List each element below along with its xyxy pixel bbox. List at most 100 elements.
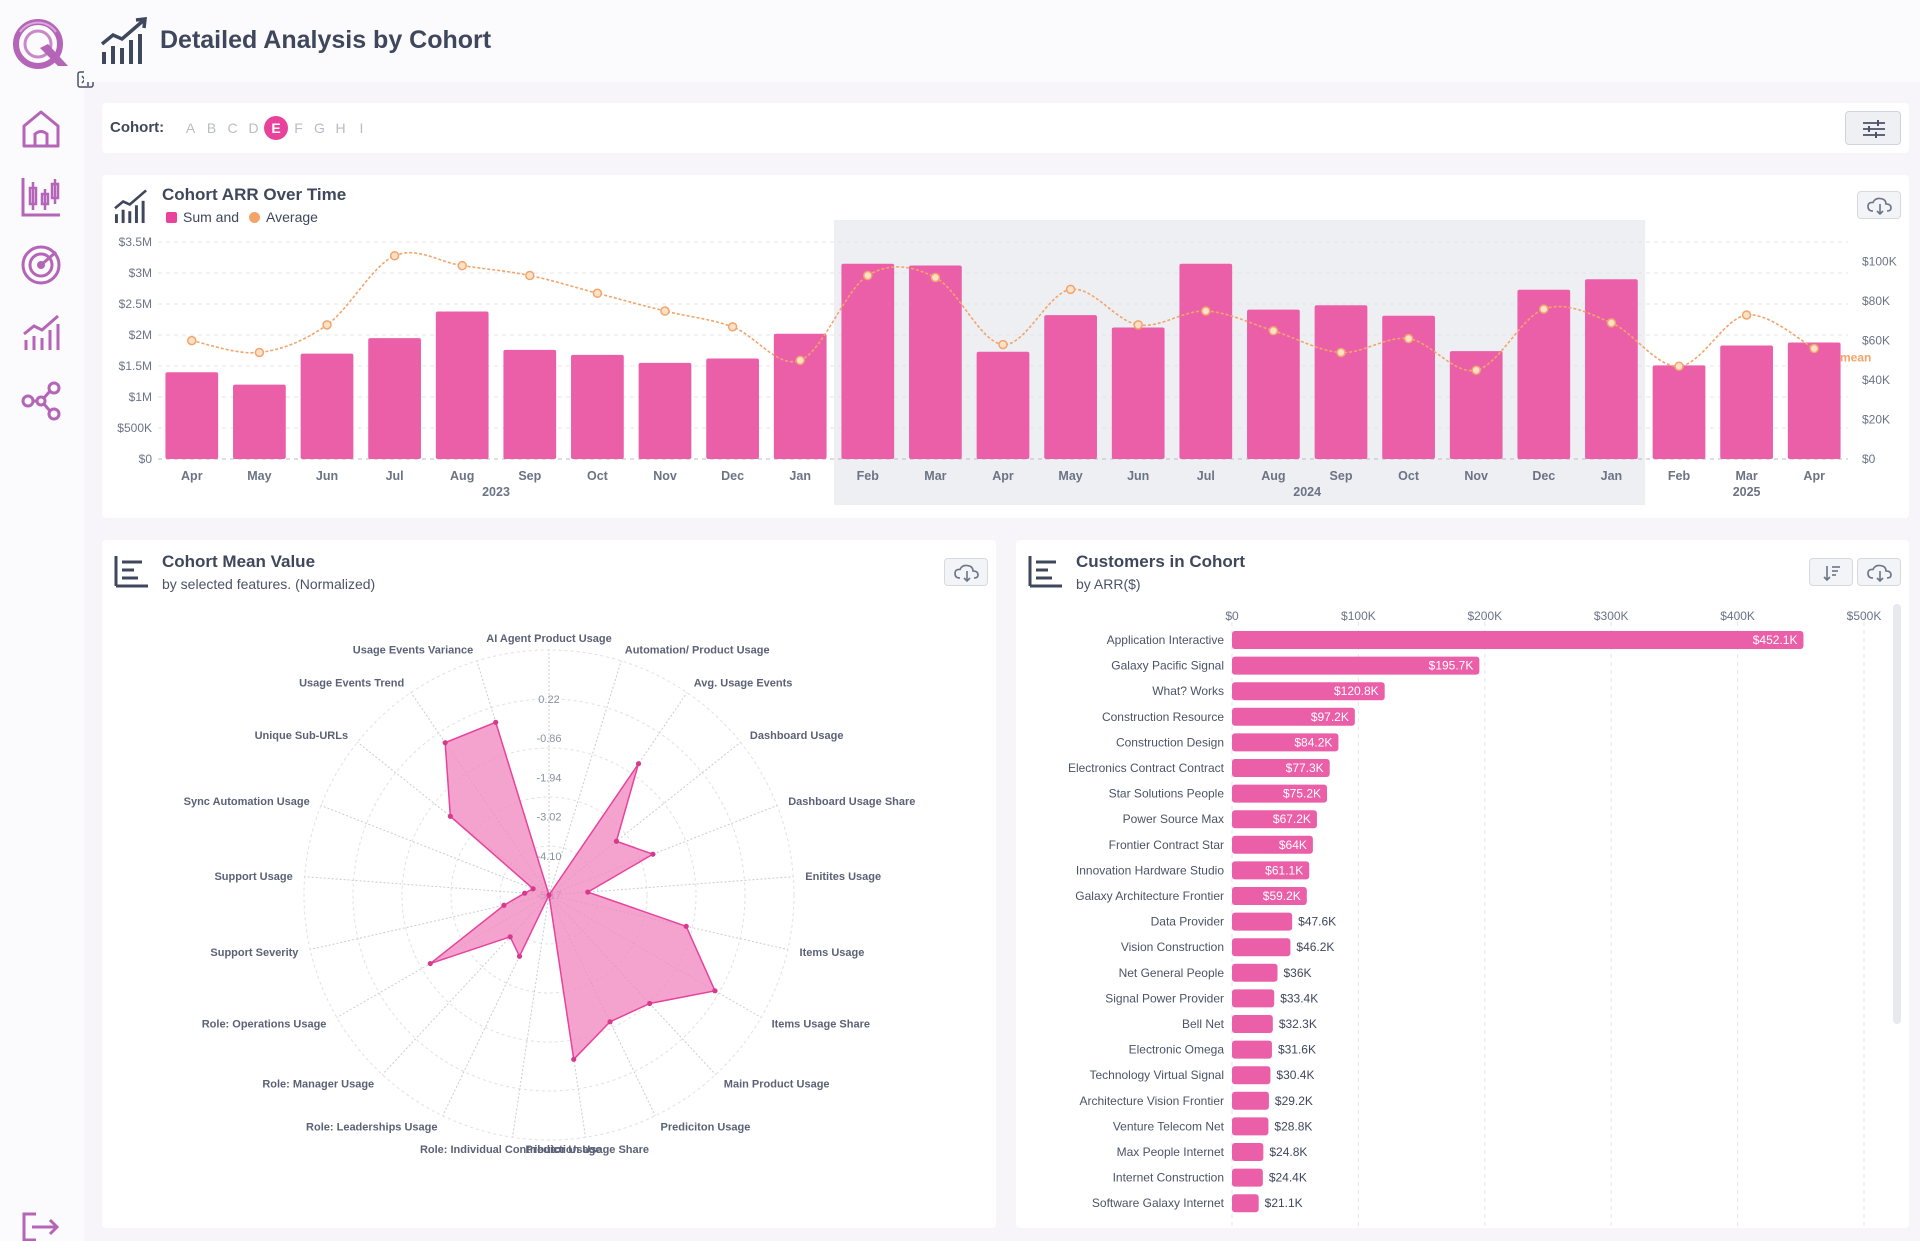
chart-icon — [114, 189, 147, 224]
cohort-letter-i[interactable]: I — [359, 120, 364, 136]
customer-bar — [1232, 861, 1310, 880]
radar-tick-label: -4.10 — [536, 851, 561, 863]
highlight-region — [834, 220, 1646, 505]
app-logo-icon[interactable] — [10, 14, 72, 74]
cohort-letter-b[interactable]: B — [206, 120, 217, 136]
x-tick-label: $0 — [1225, 609, 1239, 623]
cohort-letter-f[interactable]: F — [294, 120, 303, 136]
radar-point — [607, 1019, 613, 1025]
arr-over-time-panel: Cohort ARR Over Time Sum and Average $0 $… — [102, 175, 1909, 518]
radar-point — [712, 988, 718, 994]
sort-button[interactable] — [1809, 558, 1853, 586]
radar-point — [647, 1000, 653, 1007]
average-point — [998, 339, 1008, 350]
cohort-letter-a[interactable]: A — [185, 120, 196, 136]
radar-axis-label: Role: Manager Usage — [262, 1078, 374, 1090]
arr-bar — [165, 372, 219, 459]
radar-axis-label: Unique Sub-URLs — [255, 730, 349, 742]
radar-tick-label: 0.22 — [538, 694, 559, 706]
radar-ring — [401, 747, 697, 1043]
customer-value-label: $77.3K — [1286, 761, 1324, 775]
customers-subtitle: by ARR($) — [1076, 576, 1141, 592]
customer-bar — [1232, 707, 1355, 726]
home-icon[interactable] — [18, 106, 64, 152]
customer-name: Application Interactive — [1107, 633, 1225, 647]
filter-settings-button[interactable] — [1845, 111, 1901, 145]
y-left-tick-label: $3.5M — [119, 235, 152, 249]
page-header: Detailed Analysis by Cohort — [84, 0, 1920, 82]
radar-point — [442, 740, 448, 746]
customers-scrollbar[interactable] — [1893, 604, 1901, 1024]
arr-bar — [1247, 309, 1300, 459]
customers-title: Customers in Cohort — [1076, 552, 1246, 571]
customer-bar — [1232, 1091, 1269, 1110]
customer-value-label: $33.4K — [1280, 991, 1318, 1005]
cohort-letter-e[interactable]: E — [264, 116, 288, 140]
network-icon[interactable] — [18, 378, 64, 424]
customer-value-label: $47.6K — [1298, 915, 1336, 929]
radar-spoke — [548, 660, 622, 896]
radar-point — [635, 761, 642, 767]
customer-bar — [1232, 733, 1339, 752]
customers-download-button[interactable] — [1857, 558, 1901, 586]
customer-name: Innovation Hardware Studio — [1076, 863, 1224, 877]
x-tick-label: Apr — [181, 469, 203, 483]
y-left-tick-label: $0 — [139, 452, 153, 466]
x-tick-label: Jan — [1601, 469, 1623, 483]
average-point — [1268, 326, 1279, 336]
arr-chart: $0 $500K $1M $1.5M $2M $2.5M $3M $3.5M $0 $20K $40… — [117, 220, 1897, 505]
arr-bar — [1449, 351, 1503, 459]
legend-average-swatch — [249, 211, 261, 223]
arr-bar — [909, 265, 962, 459]
arr-bar — [1720, 345, 1773, 459]
radar-tick-label: -0.86 — [536, 733, 561, 745]
sidebar — [0, 0, 94, 1241]
cloud-download-icon — [954, 564, 979, 583]
candlestick-chart-icon[interactable] — [18, 174, 64, 220]
radar-axis-label: Role: Individual Contributor Usage — [420, 1144, 602, 1156]
radar-point — [650, 851, 656, 857]
average-point — [1539, 304, 1549, 314]
arr-bar — [773, 333, 827, 459]
arr-bar — [1111, 327, 1165, 459]
radar-point — [613, 838, 619, 844]
radar-ring — [303, 649, 795, 1141]
customer-value-label: $24.8K — [1269, 1145, 1307, 1159]
radar-axis-label: Role: Leaderships Usage — [306, 1122, 437, 1134]
trend-chart-icon[interactable] — [18, 310, 64, 356]
arr-bar — [1179, 263, 1233, 459]
radar-axis-label: Dashboard Usage — [750, 730, 844, 742]
customer-value-label: $64K — [1279, 838, 1307, 852]
arr-bar — [841, 263, 895, 459]
y-left-tick-label: $1M — [129, 390, 152, 404]
radar-point — [493, 719, 499, 725]
radar-point — [683, 923, 689, 929]
customers-panel: Customers in Cohort by ARR($) $0 $100K $20… — [1016, 540, 1909, 1228]
customer-name: Electronics Contract Contract — [1068, 761, 1225, 775]
logout-icon[interactable] — [20, 1212, 62, 1241]
average-point — [457, 260, 467, 271]
radar-point — [501, 902, 507, 908]
cohort-mean-value-panel: Cohort Mean Value by selected features. … — [102, 540, 996, 1228]
customer-bar — [1232, 656, 1480, 675]
customer-name: Internet Construction — [1113, 1171, 1224, 1185]
customer-bar — [1232, 784, 1328, 803]
radar-title: Cohort Mean Value — [162, 552, 316, 571]
radar-icon[interactable] — [18, 242, 64, 288]
arr-bar — [1517, 289, 1571, 459]
average-point — [660, 306, 670, 316]
customer-name: Construction Design — [1116, 735, 1224, 749]
cohort-letter-h[interactable]: H — [335, 120, 346, 136]
arr-bar — [571, 354, 624, 459]
cohort-letter-d[interactable]: D — [248, 120, 259, 136]
customer-bar — [1232, 1194, 1259, 1213]
customer-bar — [1232, 963, 1278, 982]
cohort-letter-c[interactable]: C — [227, 120, 238, 136]
radar-download-button[interactable] — [944, 558, 988, 586]
cohort-letter-g[interactable]: G — [314, 120, 325, 136]
customer-bar — [1232, 835, 1313, 854]
arr-download-button[interactable] — [1857, 191, 1901, 219]
customer-bar — [1232, 810, 1317, 829]
x-tick-label: May — [247, 469, 271, 483]
